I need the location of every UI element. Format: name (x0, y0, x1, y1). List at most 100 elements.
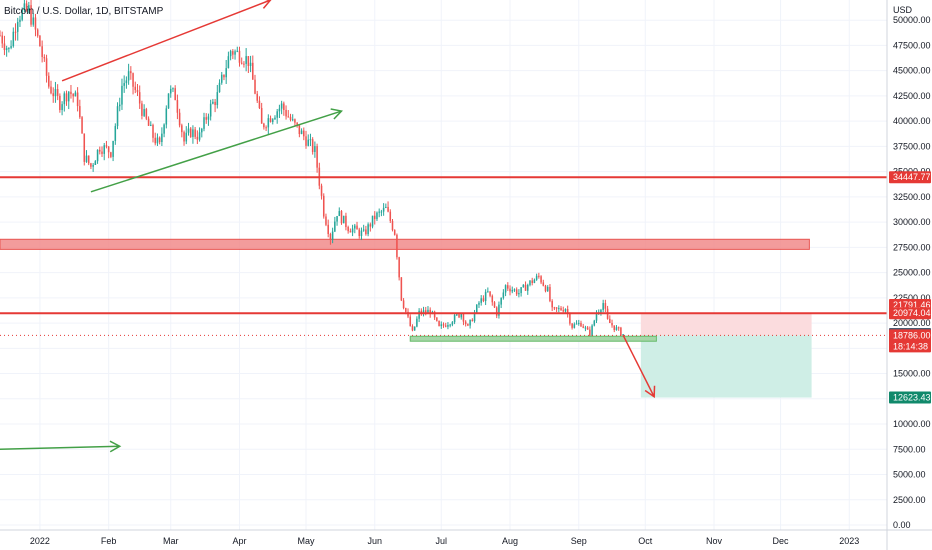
candle-body (10, 46, 12, 48)
candle-body (114, 126, 117, 141)
candle-body (127, 71, 130, 81)
y-tick-label: 37500.00 (893, 141, 931, 151)
candle-body (520, 287, 522, 294)
candle-body (169, 88, 172, 94)
candle-body (617, 327, 620, 329)
candle-body (558, 308, 560, 310)
candle-body (205, 117, 208, 120)
price-label: 34447.77 (893, 172, 931, 182)
candle-body (238, 50, 241, 63)
candle-body (538, 275, 540, 277)
candle-body (216, 92, 219, 106)
candle-body (531, 280, 533, 283)
candle-body (345, 215, 347, 228)
candle-body (609, 318, 611, 324)
candle-body (424, 310, 427, 313)
candle-body (349, 231, 352, 233)
candle-body (580, 322, 582, 327)
candle-body (298, 124, 301, 135)
candle-body (504, 285, 507, 293)
candle-body (54, 89, 57, 97)
trendline (622, 334, 655, 398)
y-tick-label: 25000.00 (893, 268, 931, 278)
trendline (90, 110, 342, 193)
candle-body (94, 161, 97, 165)
candle-body (96, 149, 99, 162)
x-tick-label: Feb (101, 536, 117, 546)
y-tick-label: 5000.00 (893, 470, 926, 480)
candle-body (85, 155, 88, 162)
candle-body (203, 117, 205, 129)
candle-body (274, 117, 276, 120)
candle-body (41, 46, 43, 57)
candle-body (79, 106, 81, 118)
candle-body (156, 137, 159, 144)
candle-body (76, 92, 79, 107)
candle-body (0, 35, 1, 37)
y-tick-label: 0.00 (893, 520, 911, 530)
candle-body (141, 103, 143, 116)
candle-body (464, 321, 467, 325)
candle-body (551, 301, 553, 308)
candle-body (303, 130, 305, 137)
drawing-tools[interactable] (0, 0, 887, 453)
candle-body (116, 106, 119, 127)
candle-body (269, 118, 272, 122)
candle-body (405, 308, 407, 312)
trendline (0, 445, 120, 451)
candle-body (30, 5, 32, 25)
candle-body (358, 229, 361, 237)
candle-body (21, 10, 23, 20)
candle-body (356, 225, 358, 230)
candle-body (19, 19, 21, 22)
candle-body (276, 111, 278, 118)
candle-body (314, 146, 316, 152)
candle-body (351, 228, 354, 233)
candle-body (595, 313, 598, 321)
candle-body (573, 324, 576, 328)
candle-body (110, 152, 112, 157)
candle-body (138, 92, 141, 104)
candle-body (316, 146, 318, 168)
candle-body (59, 95, 61, 111)
candle-body (243, 63, 245, 65)
candle-body (123, 83, 125, 86)
price-label: 18786.00 (893, 330, 931, 340)
candle-body (604, 303, 607, 309)
candle-body (442, 324, 445, 326)
candle-body (387, 206, 389, 212)
candle-body (307, 139, 310, 146)
candle-body (582, 326, 584, 328)
candle-body (132, 73, 134, 87)
candle-body (493, 302, 496, 308)
candle-body (622, 334, 624, 336)
candle-body (591, 325, 593, 338)
candle-body (187, 128, 190, 133)
candle-body (409, 316, 412, 327)
trendline-arrowhead (644, 385, 656, 399)
candle-body (447, 325, 449, 327)
candle-body (207, 116, 210, 120)
candle-body (23, 3, 26, 11)
candle-body (87, 155, 90, 164)
candle-body (52, 93, 54, 97)
candle-body (240, 62, 243, 64)
candle-body (533, 279, 536, 283)
chart-title: Bitcoin / U.S. Dollar, 1D, BITSTAMP (4, 6, 164, 17)
candle-body (322, 195, 325, 217)
candle-body (467, 324, 469, 326)
candle-body (524, 284, 527, 291)
countdown-label: 18:14:38 (893, 341, 928, 351)
candle-body (99, 149, 101, 152)
candle-body (5, 48, 8, 51)
candle-body (167, 93, 170, 109)
candle-body (147, 118, 150, 126)
candle-body (615, 327, 618, 331)
candle-body (150, 124, 152, 126)
candle-body (540, 276, 542, 283)
candle-body (136, 90, 139, 93)
candle-body (101, 151, 103, 154)
candle-body (526, 284, 529, 291)
candle-body (232, 51, 234, 55)
